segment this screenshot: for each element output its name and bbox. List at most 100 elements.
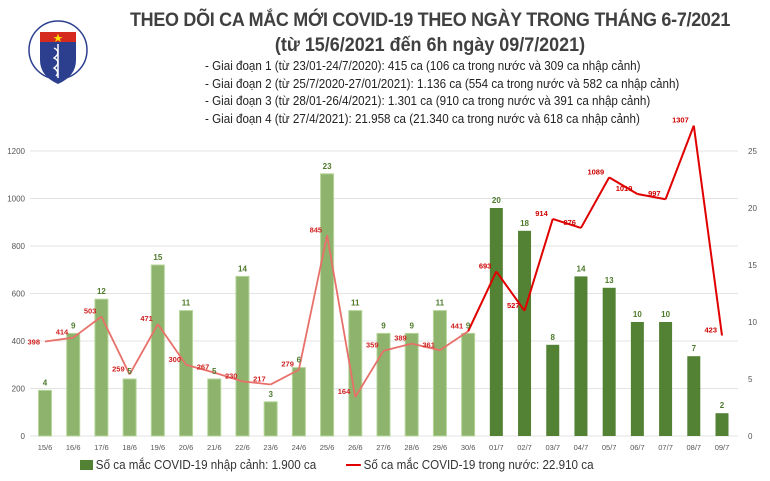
bar-label: 11 bbox=[436, 299, 445, 308]
line-label: 441 bbox=[451, 321, 464, 330]
line-label: 389 bbox=[394, 334, 407, 343]
right-axis-tick: 5 bbox=[748, 375, 753, 384]
x-axis-tick: 15/6 bbox=[38, 443, 53, 452]
x-axis-tick: 28/6 bbox=[404, 443, 419, 452]
left-axis-tick: 800 bbox=[12, 242, 26, 251]
line-segment bbox=[383, 342, 412, 352]
left-axis-tick: 600 bbox=[12, 290, 26, 299]
bar-label: 14 bbox=[577, 264, 586, 273]
bar bbox=[659, 322, 673, 436]
line-segment bbox=[44, 336, 74, 343]
line-segment bbox=[157, 323, 187, 366]
x-axis-tick: 07/7 bbox=[658, 443, 673, 452]
legend-line-swatch bbox=[345, 464, 361, 466]
bar bbox=[179, 310, 194, 437]
x-axis-tick: 01/7 bbox=[489, 443, 504, 452]
line-label: 876 bbox=[563, 218, 576, 227]
line-label: 1089 bbox=[587, 167, 604, 176]
bar-label: 15 bbox=[153, 253, 162, 262]
left-axis-tick: 200 bbox=[12, 385, 26, 394]
bar-label: 4 bbox=[43, 378, 48, 387]
right-axis-tick: 15 bbox=[748, 261, 757, 270]
right-axis-tick: 0 bbox=[748, 432, 753, 441]
chart-title: THEO DÕI CA MẮC MỚI COVID-19 THEO NGÀY T… bbox=[129, 9, 731, 31]
bar-label: 9 bbox=[381, 321, 386, 330]
bar-label: 8 bbox=[551, 333, 556, 342]
phase-3: - Giai đoạn 3 (từ 28/01-26/4/2021): 1.30… bbox=[205, 94, 651, 108]
x-axis-tick: 08/7 bbox=[686, 443, 701, 452]
line-label: 164 bbox=[338, 387, 351, 396]
x-axis-tick: 29/6 bbox=[433, 443, 448, 452]
line-segment bbox=[72, 315, 102, 339]
line-segment bbox=[297, 235, 328, 370]
line-label: 398 bbox=[27, 337, 40, 346]
right-axis-tick: 20 bbox=[748, 204, 757, 213]
bar-label: 3 bbox=[268, 390, 273, 399]
bar-label: 13 bbox=[605, 276, 614, 285]
phase-2: - Giai đoạn 2 (từ 25/7/2020-27/01/2021):… bbox=[205, 76, 680, 91]
line-segment bbox=[608, 176, 638, 195]
bar bbox=[546, 344, 560, 436]
line-label: 359 bbox=[366, 341, 379, 350]
bar-label: 9 bbox=[71, 321, 76, 330]
line-label: 527 bbox=[507, 301, 520, 310]
x-axis-tick: 17/6 bbox=[94, 443, 109, 452]
bar bbox=[348, 310, 363, 437]
line-segment bbox=[495, 270, 526, 312]
right-axis-tick: 25 bbox=[748, 147, 757, 156]
x-axis-tick: 05/7 bbox=[602, 443, 617, 452]
ministry-of-health-logo bbox=[28, 20, 88, 84]
bar-label: 10 bbox=[633, 310, 642, 319]
bar-label: 5 bbox=[127, 367, 132, 376]
bar bbox=[687, 356, 701, 436]
bar-label: 18 bbox=[520, 219, 529, 228]
left-axis-tick: 1000 bbox=[7, 195, 25, 204]
bar bbox=[66, 332, 81, 437]
line-label: 279 bbox=[281, 360, 294, 369]
bar bbox=[432, 310, 447, 437]
x-axis-tick: 09/7 bbox=[715, 443, 730, 452]
line-segment bbox=[467, 270, 498, 332]
x-axis-tick: 18/6 bbox=[122, 443, 137, 452]
line-label: 300 bbox=[169, 355, 182, 364]
bar-label: 9 bbox=[466, 321, 471, 330]
chart-subtitle: (từ 15/6/2021 đến 6h ngày 09/7/2021) bbox=[274, 34, 586, 56]
bar bbox=[320, 173, 335, 437]
bar bbox=[461, 332, 476, 437]
line-label: 414 bbox=[56, 328, 69, 337]
line-segment bbox=[242, 380, 271, 386]
x-axis-tick: 30/6 bbox=[461, 443, 476, 452]
line-segment bbox=[128, 323, 159, 375]
line-label: 997 bbox=[648, 189, 661, 198]
line-segment bbox=[270, 368, 300, 386]
bar-label: 5 bbox=[212, 367, 217, 376]
legend-domestic: Số ca mắc COVID-19 trong nước: 22.910 ca bbox=[345, 458, 594, 472]
bar bbox=[602, 287, 616, 436]
bar bbox=[489, 208, 503, 436]
line-label: 267 bbox=[197, 363, 210, 372]
bar-label: 10 bbox=[661, 310, 670, 319]
bar-label: 23 bbox=[323, 162, 332, 171]
x-axis-tick: 06/7 bbox=[630, 443, 645, 452]
bar bbox=[150, 264, 165, 437]
bar-label: 2 bbox=[720, 401, 725, 410]
bar bbox=[518, 230, 532, 436]
line-label: 693 bbox=[479, 261, 492, 270]
x-axis-tick: 04/7 bbox=[574, 443, 589, 452]
x-axis-tick: 23/6 bbox=[263, 443, 278, 452]
bar bbox=[38, 389, 52, 437]
line-label: 217 bbox=[253, 374, 266, 383]
x-axis-tick: 20/6 bbox=[179, 443, 194, 452]
line-label: 914 bbox=[535, 209, 548, 218]
bar-label: 20 bbox=[492, 196, 501, 205]
left-axis-tick: 0 bbox=[21, 432, 26, 441]
line-segment bbox=[213, 371, 243, 383]
line-segment bbox=[580, 176, 611, 229]
x-axis-tick: 25/6 bbox=[320, 443, 335, 452]
bar-label: 9 bbox=[409, 321, 414, 330]
line-segment bbox=[439, 330, 469, 352]
bar bbox=[376, 332, 391, 437]
bar bbox=[263, 401, 278, 437]
x-axis-tick: 24/6 bbox=[292, 443, 307, 452]
right-axis-tick: 10 bbox=[748, 318, 757, 327]
